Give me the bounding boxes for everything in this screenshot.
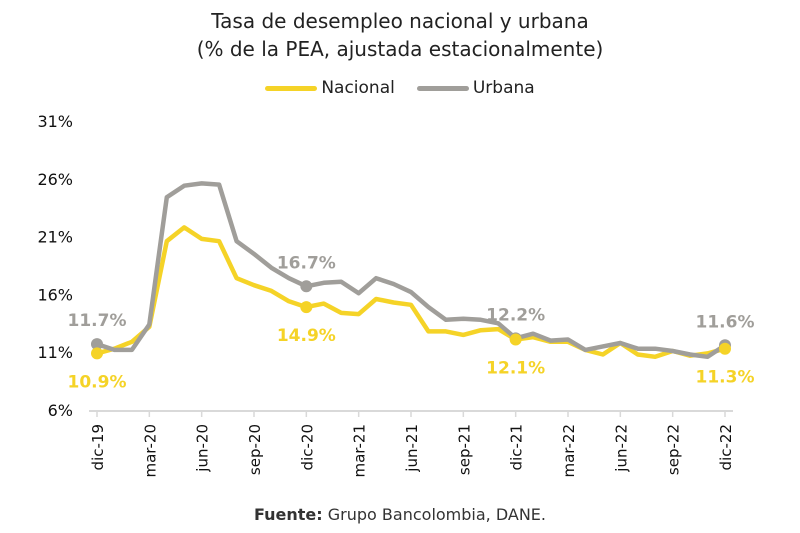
legend-item-urbana: Urbana <box>416 78 535 98</box>
y-tick-label: 31% <box>37 112 73 131</box>
legend-swatch-urbana <box>416 85 469 91</box>
data-label-nacional-dic-22: 11.3% <box>696 368 755 388</box>
y-tick-label: 6% <box>48 401 73 420</box>
source-label: Fuente: <box>254 505 323 524</box>
legend-item-nacional: Nacional <box>265 78 395 98</box>
x-tick-label: mar-20 <box>141 424 159 478</box>
legend-label-nacional: Nacional <box>321 78 395 98</box>
marker-nacional-dic-22 <box>719 342 731 355</box>
y-tick-label: 26% <box>37 170 73 189</box>
x-tick-label: mar-22 <box>560 424 578 478</box>
data-label-urbana-dic-21: 12.2% <box>486 305 545 325</box>
x-tick-label: dic-19 <box>89 424 107 470</box>
data-label-urbana-dic-22: 11.6% <box>696 312 755 332</box>
x-tick-label: dic-20 <box>298 424 316 470</box>
y-tick-label: 21% <box>37 228 73 247</box>
x-tick-label: sep-22 <box>665 424 683 475</box>
chart-title: Tasa de desempleo nacional y urbana <box>211 9 589 33</box>
x-tick-label: dic-22 <box>717 424 735 470</box>
source-text: Grupo Bancolombia, DANE. <box>327 505 546 524</box>
x-tick-label: sep-20 <box>246 424 264 475</box>
x-tick-label: dic-21 <box>508 424 526 470</box>
data-label-nacional-dic-20: 14.9% <box>277 326 336 346</box>
marker-nacional-dic-19 <box>91 347 103 360</box>
marker-urbana-dic-19 <box>91 338 103 351</box>
x-tick-label: mar-21 <box>351 424 369 478</box>
x-tick-label: jun-22 <box>612 424 630 473</box>
legend-swatch-nacional <box>265 85 318 91</box>
data-label-urbana-dic-19: 11.7% <box>68 311 127 331</box>
data-label-nacional-dic-21: 12.1% <box>486 358 545 378</box>
source-note: Fuente: Grupo Bancolombia, DANE. <box>0 505 800 524</box>
y-tick-label: 11% <box>37 343 73 362</box>
x-tick-label: sep-21 <box>455 424 473 475</box>
chart-subtitle: (% de la PEA, ajustada estacionalmente) <box>196 37 604 61</box>
y-tick-label: 16% <box>37 285 73 304</box>
data-label-urbana-dic-20: 16.7% <box>277 253 336 273</box>
x-tick-label: jun-21 <box>403 424 421 473</box>
legend: Nacional Urbana <box>0 78 800 98</box>
marker-nacional-dic-20 <box>300 301 313 314</box>
series-line-urbana <box>94 181 728 360</box>
legend-label-urbana: Urbana <box>472 78 535 98</box>
marker-urbana-dic-20 <box>300 280 313 293</box>
data-label-nacional-dic-19: 10.9% <box>68 372 127 392</box>
x-tick-label: jun-20 <box>194 424 212 473</box>
marker-nacional-dic-21 <box>509 333 522 346</box>
